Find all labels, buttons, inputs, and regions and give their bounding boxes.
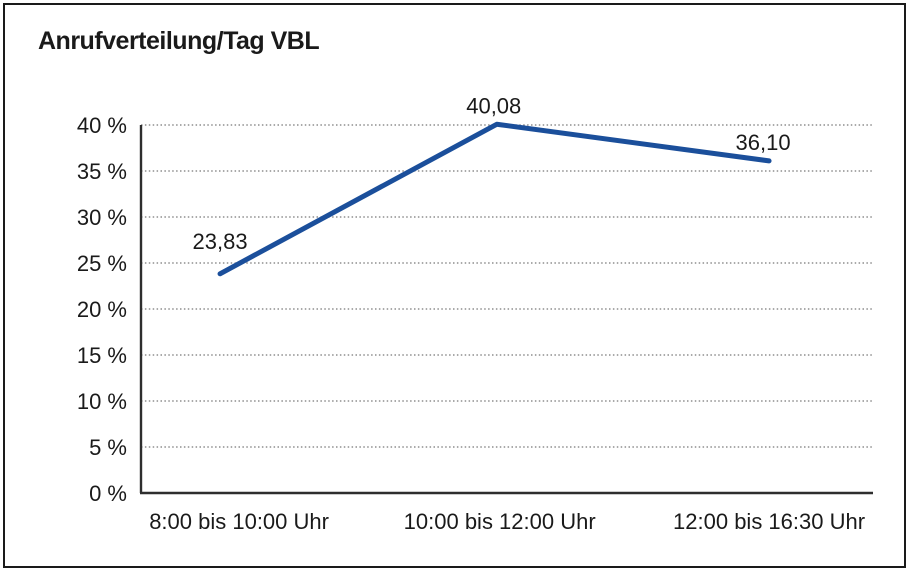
y-tick-label: 0 % [89,481,127,506]
x-category-label: 8:00 bis 10:00 Uhr [149,509,329,534]
data-value-label: 40,08 [466,93,521,118]
y-tick-label: 35 % [77,159,127,184]
y-tick-label: 5 % [89,435,127,460]
x-category-label: 12:00 bis 16:30 Uhr [673,509,865,534]
y-tick-label: 25 % [77,251,127,276]
y-tick-label: 10 % [77,389,127,414]
data-value-label: 23,83 [193,229,248,254]
line-chart: 0 % 5 % 10 % 15 % 20 % 25 % 30 % 35 % 40 % 8:00 b… [77,93,873,534]
data-value-label: 36,10 [736,130,791,155]
x-category-label: 10:00 bis 12:00 Uhr [404,509,596,534]
chart-frame: Anrufverteilung/Tag VBL 0 % 5 % 10 % 15 % 20… [3,3,906,568]
data-series-line [217,121,772,277]
y-tick-label: 30 % [77,205,127,230]
y-tick-label: 15 % [77,343,127,368]
chart-title: Anrufverteilung/Tag VBL [38,27,320,55]
y-tick-label: 20 % [77,297,127,322]
y-tick-label: 40 % [77,113,127,138]
